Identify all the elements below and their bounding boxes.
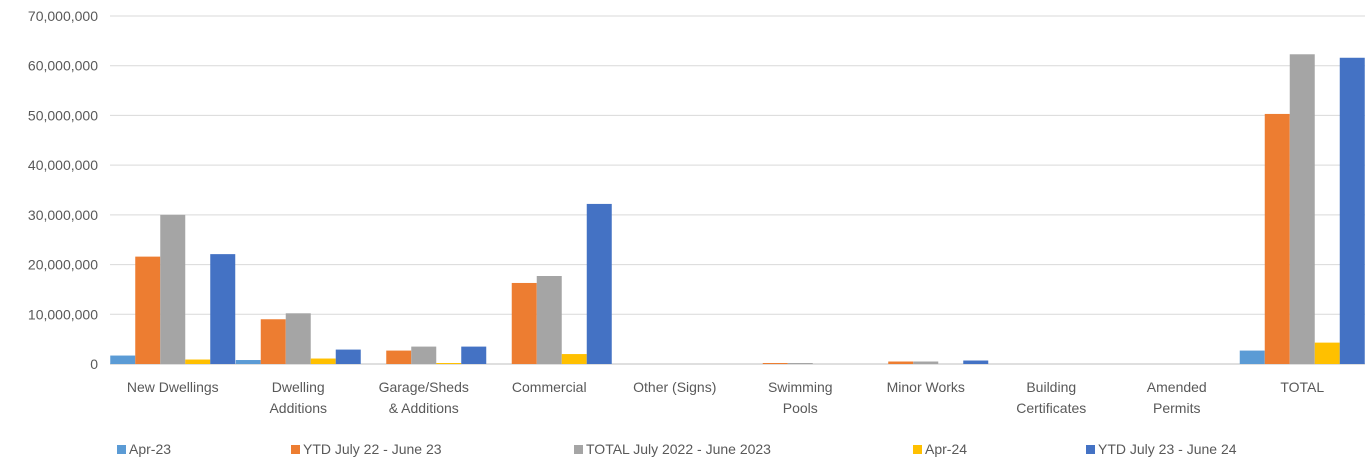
legend-swatch (574, 444, 583, 454)
x-tick-label-line: Amended (1147, 379, 1207, 395)
bar (235, 360, 261, 364)
bar (913, 361, 939, 364)
x-tick-label-line: Certificates (1016, 400, 1086, 416)
legend-item: Apr-23 (117, 441, 171, 457)
bar (411, 346, 437, 364)
legend-swatch (291, 444, 300, 454)
x-tick-label-line: Permits (1153, 400, 1200, 416)
x-tick-label: Amended Permits (1147, 379, 1207, 416)
x-tick-label: Dwelling Additions (269, 379, 327, 416)
bar (110, 355, 136, 364)
x-tick-label-line: TOTAL (1280, 379, 1324, 395)
bar (461, 346, 487, 364)
x-tick-label-line: Swimming (768, 379, 833, 395)
bar (586, 203, 612, 364)
x-tick-label-line: Other (Signs) (633, 379, 716, 395)
bar (1239, 350, 1265, 364)
bar (1314, 342, 1340, 364)
bar (386, 350, 412, 364)
legend-label: YTD July 23 - June 24 (1098, 441, 1237, 457)
legend-label: Apr-24 (925, 441, 968, 457)
bar (285, 313, 311, 364)
bar (135, 256, 161, 364)
y-tick-label: 30,000,000 (28, 207, 98, 223)
bar (536, 276, 562, 364)
x-tick-label: TOTAL (1280, 379, 1324, 395)
x-tick-label-line: New Dwellings (127, 379, 219, 395)
bar (963, 360, 989, 364)
bar (511, 282, 537, 364)
y-tick-label: 60,000,000 (28, 58, 98, 74)
bar (1264, 113, 1290, 365)
bar (762, 363, 788, 364)
y-tick-label: 40,000,000 (28, 157, 98, 173)
x-tick-label: Garage/Sheds & Additions (379, 379, 469, 416)
x-tick-label-line: Garage/Sheds (379, 379, 469, 395)
y-tick-label: 50,000,000 (28, 107, 98, 123)
x-tick-label: Other (Signs) (633, 379, 716, 395)
x-tick-label: Swimming Pools (768, 379, 833, 416)
bar (436, 363, 462, 364)
x-tick-label-line: & Additions (389, 400, 459, 416)
x-tick-label-line: Minor Works (887, 379, 965, 395)
legend: Apr-23 YTD July 22 - June 23 TOTAL July 20… (0, 441, 1365, 461)
legend-item: YTD July 22 - June 23 (291, 441, 442, 457)
legend-swatch (913, 444, 922, 454)
legend-label: Apr-23 (129, 441, 172, 457)
legend-label: YTD July 22 - June 23 (303, 441, 442, 457)
bar (335, 349, 361, 364)
x-tick-label: New Dwellings (127, 379, 219, 395)
legend-item: YTD July 23 - June 24 (1086, 441, 1237, 457)
bar (1339, 57, 1365, 364)
x-tick-label: Minor Works (887, 379, 965, 395)
bar (210, 254, 236, 364)
legend-item: Apr-24 (913, 441, 967, 457)
y-tick-label: 70,000,000 (28, 8, 98, 24)
y-axis-ticks: 0 10,000,000 20,000,000 30,000,000 40,000,00… (28, 8, 98, 372)
x-tick-label: Commercial (512, 379, 587, 395)
bar (160, 214, 186, 364)
y-tick-label: 0 (90, 356, 98, 372)
legend-item: TOTAL July 2022 - June 2023 (574, 441, 771, 457)
bar (888, 361, 914, 364)
y-tick-label: 20,000,000 (28, 257, 98, 273)
bar (1289, 54, 1315, 364)
bar (561, 354, 587, 364)
x-tick-label: Building Certificates (1016, 379, 1086, 416)
legend-swatch (1086, 444, 1095, 454)
x-axis-labels: New Dwellings Dwelling Additions Garage/She… (127, 379, 1325, 416)
bar (310, 358, 336, 364)
y-tick-label: 10,000,000 (28, 306, 98, 322)
x-tick-label-line: Dwelling (272, 379, 325, 395)
bar (185, 359, 211, 364)
x-tick-label-line: Building (1026, 379, 1076, 395)
x-tick-label-line: Pools (783, 400, 818, 416)
x-tick-label-line: Commercial (512, 379, 587, 395)
legend-swatch (117, 444, 126, 454)
legend-label: TOTAL July 2022 - June 2023 (586, 441, 771, 457)
gridlines (110, 15, 1365, 365)
bars (110, 54, 1365, 365)
bar (260, 319, 286, 364)
bar-chart: 0 10,000,000 20,000,000 30,000,000 40,000,00… (28, 8, 1365, 416)
bar (787, 363, 813, 364)
x-tick-label-line: Additions (269, 400, 327, 416)
